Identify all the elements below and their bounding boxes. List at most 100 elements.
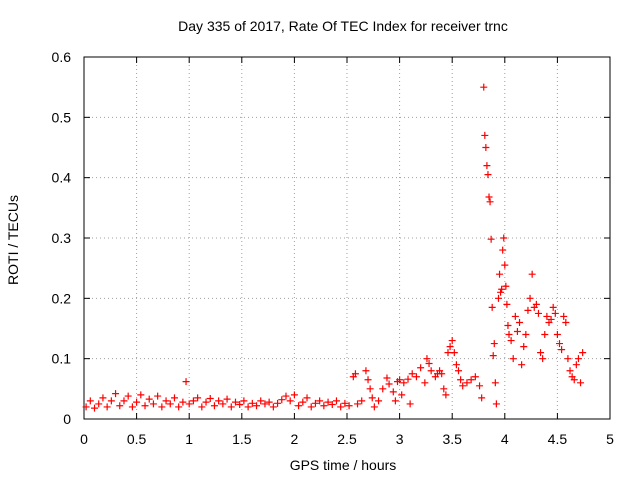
data-point — [223, 395, 231, 403]
x-tick-label: 3 — [396, 431, 404, 447]
data-point — [501, 261, 509, 269]
data-point — [539, 355, 547, 363]
data-point — [507, 337, 515, 345]
data-point — [457, 376, 465, 384]
data-point — [574, 355, 582, 363]
data-point — [368, 394, 376, 402]
data-point — [459, 382, 467, 390]
data-point — [236, 401, 244, 409]
data-point — [478, 394, 486, 402]
data-point — [210, 402, 218, 410]
data-point — [412, 373, 420, 381]
data-point — [487, 235, 495, 243]
data-point — [141, 402, 149, 410]
data-points — [82, 83, 587, 412]
data-point — [551, 309, 559, 317]
data-point — [107, 397, 115, 405]
data-point — [480, 83, 488, 91]
y-tick-label: 0.3 — [52, 230, 72, 246]
data-point — [366, 385, 374, 393]
data-point — [299, 398, 307, 406]
x-tick-label: 0.5 — [127, 431, 147, 447]
data-point — [579, 349, 587, 357]
data-point — [182, 378, 190, 386]
data-point — [391, 397, 399, 405]
data-point — [286, 397, 294, 405]
x-tick-label: 4 — [501, 431, 509, 447]
data-point — [320, 402, 328, 410]
data-point — [231, 398, 239, 406]
data-point — [471, 373, 479, 381]
data-point — [396, 376, 404, 384]
data-point — [427, 367, 435, 375]
x-tick-label: 5 — [606, 431, 614, 447]
y-tick-label: 0.6 — [52, 49, 72, 65]
data-point — [491, 379, 499, 387]
data-point — [194, 394, 202, 402]
y-axis-label: ROTI / TECUs — [5, 195, 21, 285]
data-point — [91, 404, 99, 412]
data-point — [450, 349, 458, 357]
data-point — [486, 198, 494, 206]
data-point — [303, 394, 311, 402]
data-point — [421, 379, 429, 387]
data-point — [406, 400, 414, 408]
data-point — [488, 303, 496, 311]
data-point — [440, 385, 448, 393]
data-point — [467, 376, 475, 384]
data-point — [278, 396, 286, 404]
data-point — [332, 397, 340, 405]
data-point — [502, 282, 510, 290]
data-point — [423, 355, 431, 363]
data-point — [532, 300, 540, 308]
data-point — [137, 391, 145, 399]
data-point — [175, 403, 183, 411]
y-tick-label: 0.4 — [52, 170, 72, 186]
data-point — [558, 346, 566, 354]
data-point — [570, 376, 578, 384]
data-point — [375, 397, 383, 405]
data-point — [560, 312, 568, 320]
data-point — [511, 312, 519, 320]
data-point — [446, 343, 454, 351]
data-point — [492, 400, 500, 408]
data-point — [307, 403, 315, 411]
data-point — [556, 340, 564, 348]
grid — [84, 57, 610, 419]
data-point — [494, 294, 502, 302]
y-tick-label: 0.1 — [52, 351, 72, 367]
data-point — [499, 246, 507, 254]
x-tick-label: 1 — [185, 431, 193, 447]
x-tick-label: 2 — [291, 431, 299, 447]
chart-title: Day 335 of 2017, Rate Of TEC Index for r… — [178, 18, 508, 34]
data-point — [572, 361, 580, 369]
data-point — [516, 318, 524, 326]
data-point — [124, 392, 132, 400]
data-point — [354, 400, 362, 408]
data-point — [179, 398, 187, 406]
data-point — [452, 361, 460, 369]
data-point — [549, 303, 557, 311]
data-point — [455, 367, 463, 375]
data-point — [166, 400, 174, 408]
data-point — [227, 403, 235, 411]
data-point — [383, 374, 391, 382]
data-point — [500, 234, 508, 242]
data-point — [345, 402, 353, 410]
data-point — [248, 399, 256, 407]
y-tick-label: 0.5 — [52, 109, 72, 125]
data-point — [261, 400, 269, 408]
data-point — [385, 380, 393, 388]
data-point — [265, 398, 273, 406]
data-point — [553, 331, 561, 339]
data-point — [417, 364, 425, 372]
data-point — [358, 397, 366, 405]
data-point — [99, 394, 107, 402]
data-point — [328, 401, 336, 409]
data-point — [404, 375, 412, 383]
data-point — [282, 392, 290, 400]
data-point — [577, 379, 585, 387]
data-point — [481, 131, 489, 139]
data-point — [145, 395, 153, 403]
data-point — [128, 403, 136, 411]
